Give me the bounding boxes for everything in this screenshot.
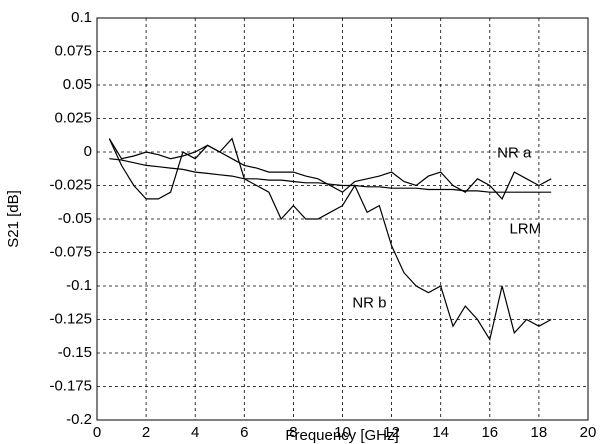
- y-tick-label: 0.075: [54, 42, 92, 59]
- series-line: [108, 138, 552, 200]
- y-tick-label: -0.1: [66, 277, 92, 294]
- x-tick-label: 6: [240, 424, 248, 441]
- x-tick-label: 14: [432, 424, 449, 441]
- series-label: NR a: [497, 144, 532, 161]
- y-tick-label: -0.125: [49, 310, 92, 327]
- series-line: [109, 158, 552, 193]
- series-label: NR b: [352, 294, 386, 311]
- x-axis-label: Frequency [GHz]: [285, 427, 398, 444]
- series-line: [108, 137, 552, 342]
- series-label: LRM: [509, 221, 541, 238]
- x-tick-label: 0: [93, 424, 101, 441]
- y-tick-label: -0.175: [49, 377, 92, 394]
- y-tick-label: 0.025: [54, 109, 92, 126]
- x-tick-label: 4: [191, 424, 199, 441]
- x-tick-label: 18: [531, 424, 548, 441]
- y-tick-label: -0.15: [58, 344, 92, 361]
- y-tick-label: -0.025: [49, 176, 92, 193]
- y-axis-label: S21 [dB]: [5, 190, 22, 248]
- y-tick-label: 0.1: [71, 9, 92, 26]
- y-tick-label: -0.05: [58, 210, 92, 227]
- x-tick-label: 12: [383, 424, 400, 441]
- x-tick-label: 2: [142, 424, 150, 441]
- y-tick-label: 0: [84, 143, 92, 160]
- y-tick-label: -0.075: [49, 243, 92, 260]
- x-tick-label: 16: [481, 424, 498, 441]
- y-tick-label: -0.2: [66, 411, 92, 428]
- x-tick-label: 10: [334, 424, 351, 441]
- y-tick-label: 0.05: [63, 76, 92, 93]
- x-tick-label: 8: [289, 424, 297, 441]
- x-tick-label: 20: [580, 424, 597, 441]
